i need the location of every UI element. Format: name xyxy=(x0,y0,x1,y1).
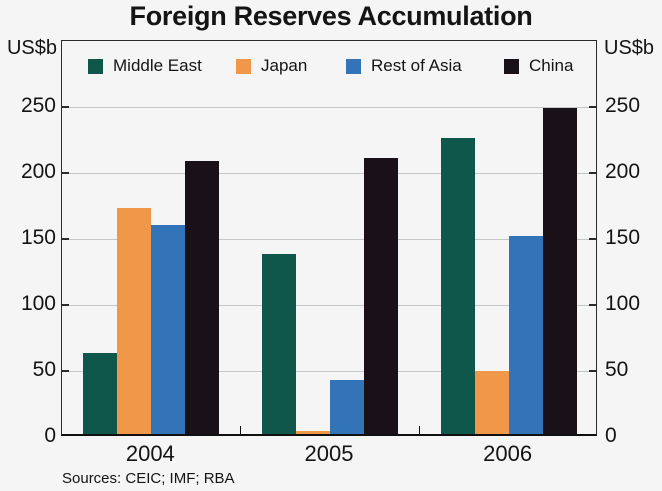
gridline xyxy=(62,304,596,306)
y-unit-label-left: US$b xyxy=(6,37,57,59)
y-tick-label: 250 xyxy=(605,94,641,117)
axis-tick xyxy=(62,304,69,306)
gridline xyxy=(62,370,596,372)
legend-swatch xyxy=(346,58,361,74)
bar-china-2006 xyxy=(542,107,577,434)
y-tick-label: 100 xyxy=(605,292,641,315)
legend-swatch xyxy=(504,58,519,74)
axis-tick xyxy=(62,238,69,240)
axis-tick xyxy=(589,370,596,372)
y-tick-label: 200 xyxy=(20,160,56,183)
legend-label: Japan xyxy=(261,56,308,75)
legend-item-japan: Japan xyxy=(236,56,308,75)
plot-area: Middle East Japan Rest of Asia China xyxy=(61,40,597,436)
axis-tick xyxy=(62,370,69,372)
gridline xyxy=(62,172,596,174)
x-axis-label: 2004 xyxy=(125,441,175,466)
y-tick-label: 0 xyxy=(605,424,617,447)
y-tick-label: 50 xyxy=(32,358,56,381)
bar-middle-east-2004 xyxy=(83,353,118,434)
axis-tick xyxy=(589,238,596,240)
axis-tick xyxy=(589,172,596,174)
legend-label: Rest of Asia xyxy=(371,56,462,75)
bar-japan-2005 xyxy=(296,431,330,434)
x-axis-label: 2006 xyxy=(483,441,533,466)
bar-middle-east-2005 xyxy=(262,254,296,434)
gridline xyxy=(62,238,596,240)
x-axis-label: 2005 xyxy=(304,441,354,466)
group-separator-tick xyxy=(418,426,421,434)
chart-title: Foreign Reserves Accumulation xyxy=(129,1,533,31)
bar-china-2005 xyxy=(364,158,398,434)
y-tick-label: 50 xyxy=(605,358,629,381)
axis-tick xyxy=(589,304,596,306)
y-unit-label-right: US$b xyxy=(604,37,655,59)
legend-swatch xyxy=(236,58,251,74)
y-tick-label: 100 xyxy=(20,292,56,315)
x-axis-labels: 2004 2005 2006 xyxy=(61,443,597,467)
legend-swatch xyxy=(88,58,103,74)
legend-label: Middle East xyxy=(113,56,202,75)
y-tick-label: 150 xyxy=(605,226,641,249)
group-separator-tick xyxy=(239,426,242,434)
axis-tick xyxy=(589,106,596,108)
bar-japan-2006 xyxy=(474,370,509,434)
legend-item-rest-of-asia: Rest of Asia xyxy=(346,56,462,75)
bar-china-2004 xyxy=(185,160,220,434)
bar-rest-of-asia-2004 xyxy=(151,225,186,434)
legend-item-middle-east: Middle East xyxy=(88,56,202,75)
legend: Middle East Japan Rest of Asia China xyxy=(62,41,596,81)
y-tick-label: 0 xyxy=(44,424,56,447)
bar-middle-east-2006 xyxy=(440,138,475,434)
y-tick-label: 250 xyxy=(20,94,56,117)
gridline xyxy=(62,106,596,108)
bar-japan-2004 xyxy=(117,208,152,434)
legend-item-china: China xyxy=(504,56,574,75)
y-tick-label: 150 xyxy=(20,226,56,249)
legend-label: China xyxy=(529,56,574,75)
axis-tick xyxy=(62,106,69,108)
axis-tick xyxy=(62,172,69,174)
bar-rest-of-asia-2006 xyxy=(508,236,543,434)
sources-note: Sources: CEIC; IMF; RBA xyxy=(62,470,235,487)
y-tick-label: 200 xyxy=(605,160,641,183)
bar-rest-of-asia-2005 xyxy=(330,379,364,434)
